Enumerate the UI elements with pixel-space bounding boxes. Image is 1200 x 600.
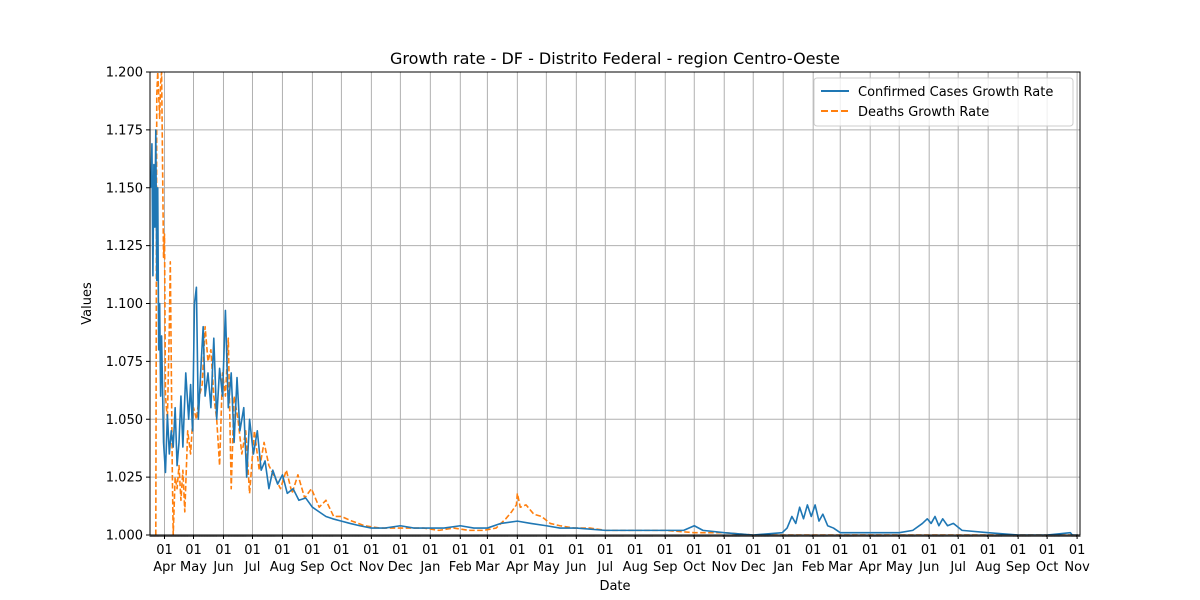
x-tick-day: 01 bbox=[333, 543, 350, 558]
x-tick-day: 01 bbox=[215, 543, 232, 558]
x-tick-day: 01 bbox=[274, 543, 291, 558]
x-tick-month: Apr bbox=[153, 560, 176, 575]
x-tick-month: May bbox=[533, 560, 560, 575]
x-tick-month: Aug bbox=[623, 560, 648, 575]
x-tick-day: 01 bbox=[156, 543, 173, 558]
x-tick-day: 01 bbox=[538, 543, 555, 558]
x-tick-month: Sep bbox=[1006, 560, 1031, 575]
y-tick-label: 1.050 bbox=[106, 413, 143, 428]
x-tick-day: 01 bbox=[891, 543, 908, 558]
x-tick-month: Oct bbox=[683, 560, 705, 575]
x-tick-month: Jun bbox=[565, 560, 586, 575]
x-tick-day: 01 bbox=[950, 543, 967, 558]
x-tick-day: 01 bbox=[1010, 543, 1027, 558]
x-tick-day: 01 bbox=[832, 543, 849, 558]
x-tick-day: 01 bbox=[862, 543, 879, 558]
x-tick-month: Mar bbox=[828, 560, 853, 575]
legend-label-deaths: Deaths Growth Rate bbox=[858, 105, 989, 120]
x-tick-day: 01 bbox=[479, 543, 496, 558]
x-tick-day: 01 bbox=[657, 543, 674, 558]
x-tick-month: Aug bbox=[270, 560, 295, 575]
x-tick-day: 01 bbox=[686, 543, 703, 558]
x-tick-month: Sep bbox=[653, 560, 678, 575]
y-tick-label: 1.200 bbox=[106, 66, 143, 81]
x-tick-day: 01 bbox=[775, 543, 792, 558]
y-tick-label: 1.100 bbox=[106, 297, 143, 312]
x-tick-day: 01 bbox=[244, 543, 261, 558]
x-tick-month: Dec bbox=[388, 560, 413, 575]
x-tick-month: Jun bbox=[918, 560, 939, 575]
y-tick-label: 1.025 bbox=[106, 471, 143, 486]
y-tick-label: 1.125 bbox=[106, 239, 143, 254]
y-tick-label: 1.000 bbox=[106, 529, 143, 544]
x-tick-month: Sep bbox=[300, 560, 325, 575]
x-tick-month: Jul bbox=[596, 560, 613, 575]
x-tick-day: 01 bbox=[980, 543, 997, 558]
x-tick-month: Jan bbox=[419, 560, 440, 575]
x-tick-month: Nov bbox=[712, 560, 738, 575]
x-tick-month: May bbox=[180, 560, 207, 575]
x-tick-day: 01 bbox=[185, 543, 202, 558]
x-tick-month: Nov bbox=[359, 560, 385, 575]
x-tick-day: 01 bbox=[1069, 543, 1086, 558]
x-tick-day: 01 bbox=[392, 543, 409, 558]
legend-box bbox=[813, 77, 1074, 127]
x-tick-month: Oct bbox=[1036, 560, 1058, 575]
y-tick-label: 1.075 bbox=[106, 355, 143, 370]
x-tick-day: 01 bbox=[422, 543, 439, 558]
x-tick-day: 01 bbox=[921, 543, 938, 558]
x-tick-day: 01 bbox=[745, 543, 762, 558]
x-tick-day: 01 bbox=[304, 543, 321, 558]
x-tick-month: Feb bbox=[449, 560, 472, 575]
x-tick-month: Dec bbox=[741, 560, 766, 575]
y-tick-label: 1.150 bbox=[106, 181, 143, 196]
legend-label-confirmed: Confirmed Cases Growth Rate bbox=[858, 85, 1053, 100]
x-tick-day: 01 bbox=[363, 543, 380, 558]
x-tick-month: May bbox=[886, 560, 913, 575]
x-tick-day: 01 bbox=[1039, 543, 1056, 558]
x-tick-day: 01 bbox=[597, 543, 614, 558]
x-tick-month: Jul bbox=[244, 560, 261, 575]
x-axis-title: Date bbox=[599, 579, 630, 594]
x-tick-month: Feb bbox=[802, 560, 825, 575]
series-lines bbox=[150, 72, 1079, 535]
x-tick-day: 01 bbox=[716, 543, 733, 558]
x-minor-ticks bbox=[149, 535, 1081, 537]
y-axis: 1.000 1.025 1.050 1.075 1.100 1.125 1.150 1.175… bbox=[106, 66, 150, 544]
x-tick-month: Jun bbox=[212, 560, 233, 575]
x-tick-month: Oct bbox=[330, 560, 352, 575]
chart-title: Growth rate - DF - Distrito Federal - re… bbox=[390, 49, 840, 68]
legend: Confirmed Cases Growth Rate Deaths Growt… bbox=[813, 77, 1074, 127]
x-tick-day: 01 bbox=[568, 543, 585, 558]
deaths-line bbox=[155, 72, 1079, 535]
x-tick-day: 01 bbox=[509, 543, 526, 558]
y-axis-title: Values bbox=[80, 282, 95, 325]
x-tick-month: Mar bbox=[475, 560, 500, 575]
x-tick-day: 01 bbox=[452, 543, 469, 558]
x-axis: 01 Apr 01 May 01 Jun 01 Jul 01 Aug 01 Sep 01 Oct 01 Nov… bbox=[149, 535, 1090, 575]
x-tick-month: Apr bbox=[506, 560, 529, 575]
x-tick-day: 01 bbox=[805, 543, 822, 558]
confirmed-cases-line bbox=[150, 129, 1079, 535]
x-tick-month: Apr bbox=[859, 560, 882, 575]
x-tick-month: Aug bbox=[975, 560, 1000, 575]
x-tick-month: Jul bbox=[949, 560, 966, 575]
x-tick-month: Nov bbox=[1064, 560, 1090, 575]
x-tick-month: Jan bbox=[772, 560, 793, 575]
x-tick-day: 01 bbox=[627, 543, 644, 558]
y-tick-label: 1.175 bbox=[106, 123, 143, 138]
